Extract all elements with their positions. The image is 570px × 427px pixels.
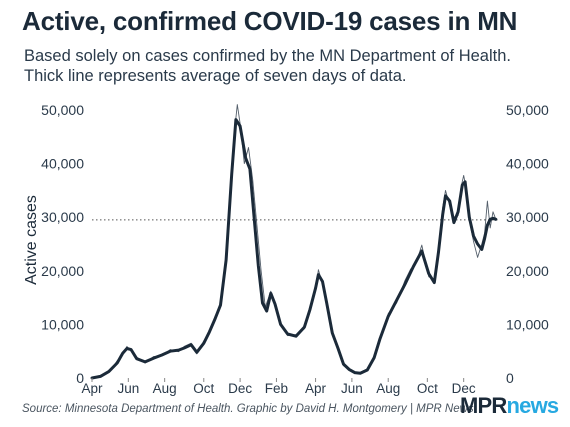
series-group [90,104,498,380]
logo-mpr: MPR [460,393,507,418]
y-tick-label-left: 30,000 [41,209,84,225]
x-tick-label: Aug [376,381,400,396]
page-subtitle: Based solely on cases confirmed by the M… [24,46,564,86]
y-tick-label-left: 20,000 [41,263,84,279]
logo-news: news [506,393,560,418]
y-tick-label-right: 40,000 [506,156,549,172]
x-tick-label: Oct [417,381,438,396]
series-line-seven-day-average [90,118,498,380]
x-tick-label: Apr [81,381,103,396]
source-credit: Source: Minnesota Department of Health. … [22,403,474,415]
y-axis-left: 0 10,000 20,000 30,000 40,000 50,000 [41,102,84,386]
y-tick-label-left: 40,000 [41,156,84,172]
x-tick-label: Dec [452,381,476,396]
x-tick-label: Jun [341,381,363,396]
y-tick-label-right: 10,000 [506,316,549,332]
y-tick-label-left: 50,000 [41,102,84,118]
y-tick-label-right: 30,000 [506,209,549,225]
y-tick-label-left: 0 [76,370,84,386]
x-tick-label: Feb [265,381,288,396]
y-axis-label: Active cases [23,195,40,285]
y-tick-label-right: 20,000 [506,263,549,279]
x-tick-label: Jun [117,381,139,396]
page-title: Active, confirmed COVID-19 cases in MN [22,6,518,36]
y-axis-right: 0 10,000 20,000 30,000 40,000 50,000 [506,102,549,386]
y-tick-label-right: 0 [506,370,514,386]
subtitle-line-1: Based solely on cases confirmed by the M… [24,47,511,65]
y-tick-label-left: 10,000 [41,316,84,332]
mpr-news-logo: MPRnews [460,393,560,419]
x-tick-label: Aug [153,381,177,396]
x-axis: Apr Jun Aug Oct Dec Feb Apr Jun Aug Oct Dec [81,378,476,396]
x-tick-label: Apr [305,381,327,396]
subtitle-line-2: Thick line represents average of seven d… [24,67,407,85]
x-tick-label: Oct [193,381,214,396]
y-tick-label-right: 50,000 [506,102,549,118]
x-tick-label: Dec [228,381,252,396]
